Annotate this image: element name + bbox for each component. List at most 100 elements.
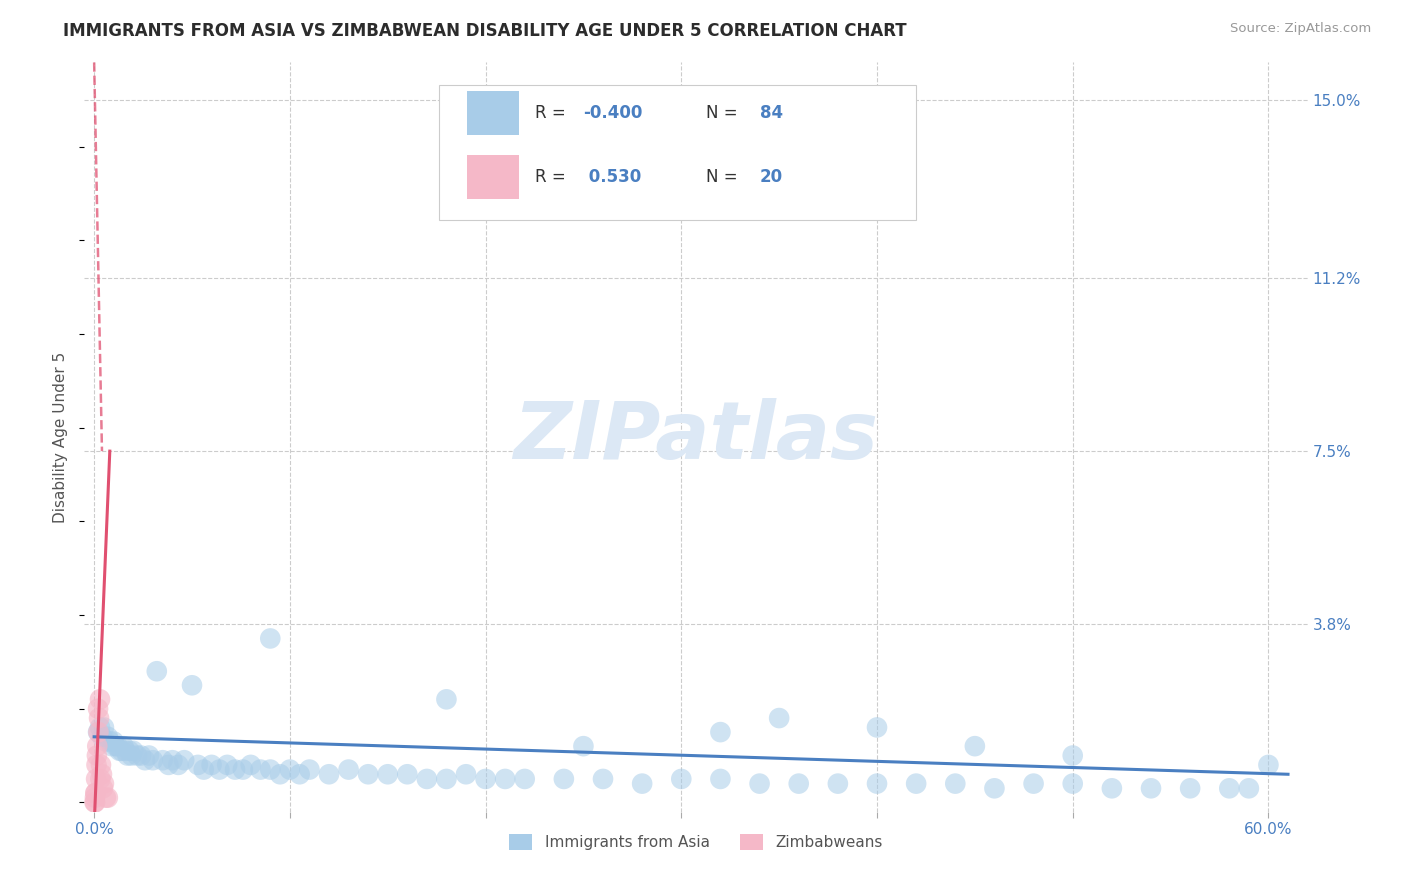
- Point: [86, 739, 108, 753]
- Point: [97, 730, 120, 744]
- Point: [259, 632, 281, 646]
- Point: [89, 772, 111, 786]
- Point: [110, 744, 132, 758]
- Point: [436, 692, 458, 706]
- Point: [416, 772, 439, 786]
- Point: [905, 776, 928, 791]
- Point: [84, 772, 107, 786]
- Point: [107, 739, 129, 753]
- Point: [87, 725, 110, 739]
- Point: [1022, 776, 1045, 791]
- Point: [114, 744, 136, 758]
- Point: [84, 796, 107, 810]
- Point: [91, 781, 114, 796]
- Point: [173, 753, 195, 767]
- Text: IMMIGRANTS FROM ASIA VS ZIMBABWEAN DISABILITY AGE UNDER 5 CORRELATION CHART: IMMIGRANTS FROM ASIA VS ZIMBABWEAN DISAB…: [63, 22, 907, 40]
- FancyBboxPatch shape: [467, 154, 519, 199]
- Point: [1178, 781, 1201, 796]
- FancyBboxPatch shape: [439, 85, 917, 219]
- Point: [98, 734, 121, 748]
- Point: [494, 772, 516, 786]
- Point: [84, 786, 107, 800]
- Text: N =: N =: [706, 168, 742, 186]
- Point: [187, 758, 209, 772]
- Point: [103, 734, 125, 748]
- Point: [118, 744, 141, 758]
- Point: [1140, 781, 1163, 796]
- Point: [553, 772, 575, 786]
- Point: [943, 776, 966, 791]
- Point: [337, 763, 360, 777]
- Text: R =: R =: [534, 104, 571, 122]
- Point: [1218, 781, 1240, 796]
- Point: [108, 744, 131, 758]
- Point: [827, 776, 849, 791]
- Point: [592, 772, 614, 786]
- Point: [709, 772, 731, 786]
- Point: [249, 763, 271, 777]
- Point: [100, 739, 122, 753]
- Point: [162, 753, 184, 767]
- Point: [86, 748, 108, 763]
- Point: [208, 763, 231, 777]
- Point: [134, 753, 156, 767]
- Point: [193, 763, 215, 777]
- Point: [87, 725, 110, 739]
- Y-axis label: Disability Age Under 5: Disability Age Under 5: [53, 351, 69, 523]
- Point: [93, 721, 115, 735]
- Text: ZIPatlas: ZIPatlas: [513, 398, 879, 476]
- Text: -0.400: -0.400: [583, 104, 643, 122]
- Point: [866, 721, 889, 735]
- Point: [157, 758, 180, 772]
- Point: [259, 763, 281, 777]
- Point: [768, 711, 790, 725]
- Point: [91, 730, 114, 744]
- Point: [436, 772, 458, 786]
- Point: [84, 786, 107, 800]
- Text: Source: ZipAtlas.com: Source: ZipAtlas.com: [1230, 22, 1371, 36]
- Point: [89, 721, 111, 735]
- Point: [93, 776, 115, 791]
- Point: [513, 772, 536, 786]
- Text: 0.530: 0.530: [583, 168, 641, 186]
- Point: [377, 767, 399, 781]
- Point: [224, 763, 246, 777]
- Point: [454, 767, 477, 781]
- Point: [97, 790, 120, 805]
- Point: [298, 763, 321, 777]
- Point: [129, 748, 152, 763]
- Text: R =: R =: [534, 168, 571, 186]
- Point: [200, 758, 222, 772]
- Point: [83, 796, 105, 810]
- Point: [86, 758, 108, 772]
- Point: [122, 744, 145, 758]
- Point: [138, 748, 160, 763]
- Point: [269, 767, 291, 781]
- Point: [239, 758, 262, 772]
- Point: [104, 739, 127, 753]
- Point: [217, 758, 239, 772]
- Point: [288, 767, 311, 781]
- Point: [87, 701, 110, 715]
- Point: [357, 767, 380, 781]
- Point: [94, 790, 117, 805]
- Text: 84: 84: [759, 104, 783, 122]
- Point: [1237, 781, 1260, 796]
- Point: [983, 781, 1005, 796]
- Point: [318, 767, 340, 781]
- Point: [866, 776, 889, 791]
- Point: [232, 763, 254, 777]
- Point: [90, 758, 112, 772]
- Point: [1257, 758, 1279, 772]
- Point: [1101, 781, 1123, 796]
- FancyBboxPatch shape: [467, 91, 519, 135]
- Legend: Immigrants from Asia, Zimbabweans: Immigrants from Asia, Zimbabweans: [503, 829, 889, 856]
- Point: [963, 739, 986, 753]
- Point: [1062, 748, 1084, 763]
- Point: [127, 748, 149, 763]
- Point: [167, 758, 190, 772]
- Point: [89, 692, 111, 706]
- Point: [120, 748, 142, 763]
- Point: [152, 753, 174, 767]
- Text: N =: N =: [706, 104, 742, 122]
